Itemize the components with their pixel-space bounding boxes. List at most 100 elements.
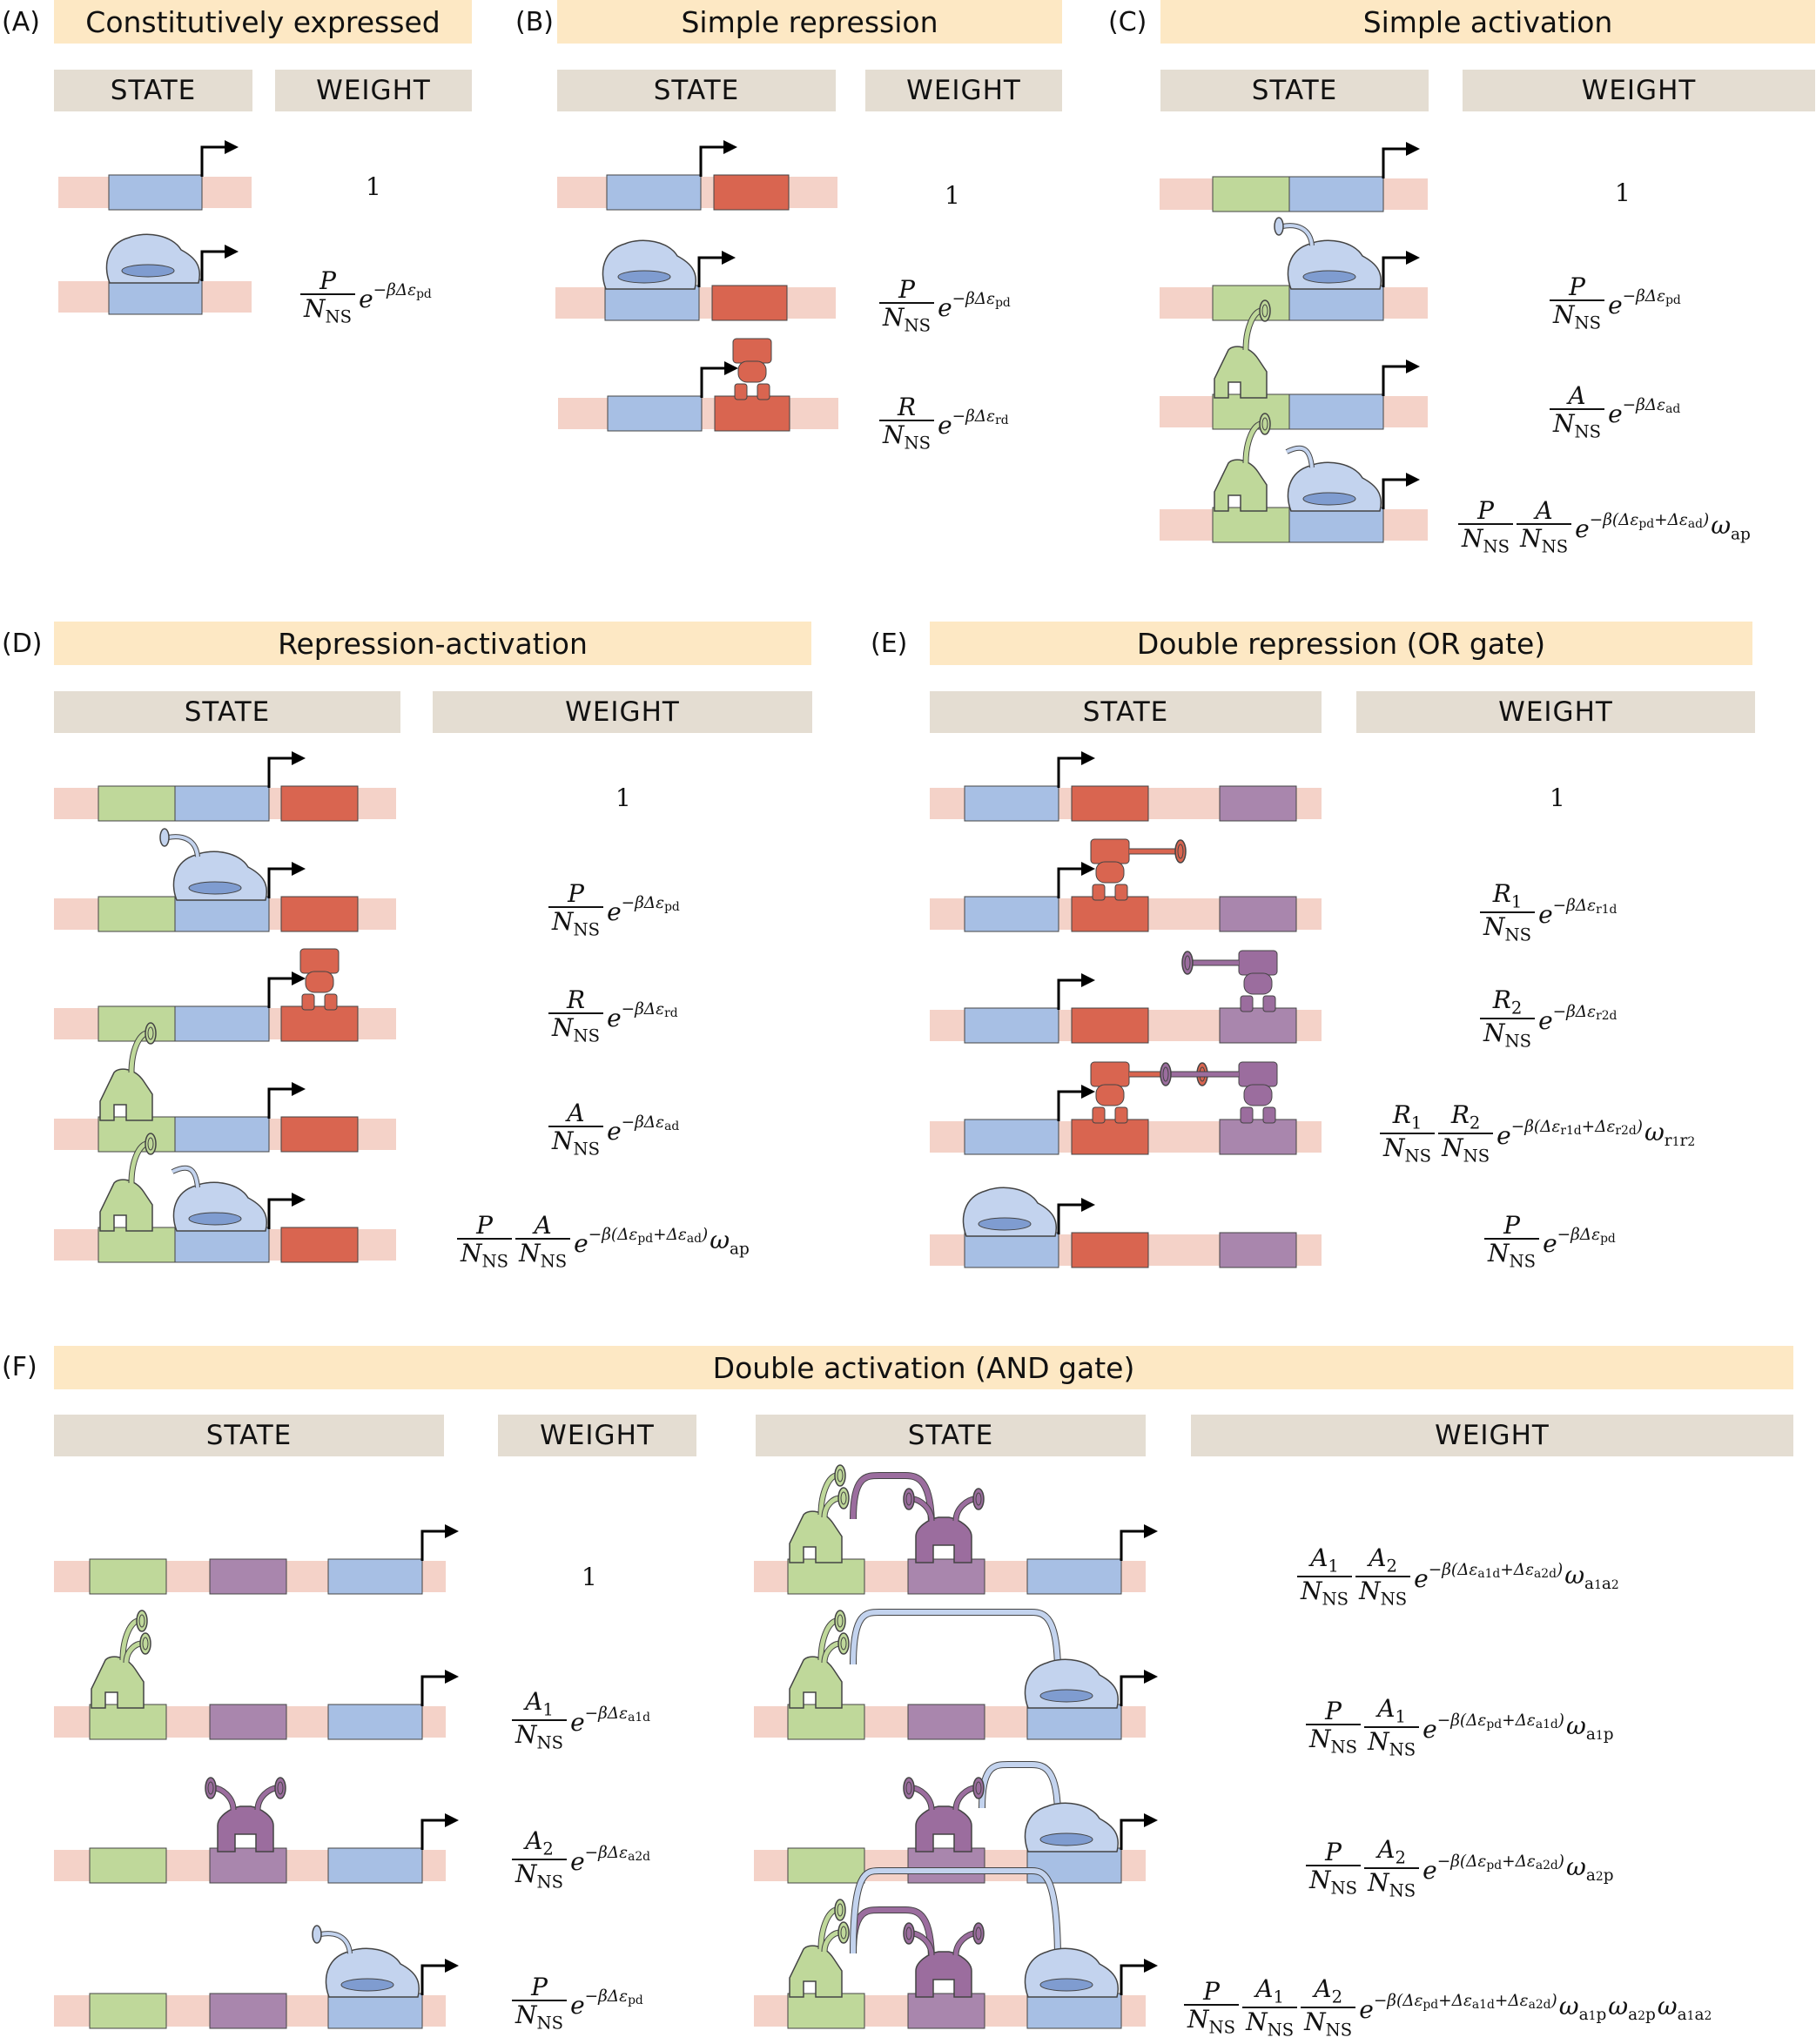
weight-e1: 1: [1550, 783, 1565, 812]
activator-site-box: [787, 1993, 865, 2029]
repressor-arm-end: [1174, 839, 1187, 864]
panel-title-c: Simple activation: [1160, 0, 1815, 44]
weight-f2: A1 NNS e−βΔεa1d: [512, 1689, 650, 1752]
weight-f5: A1 NNS A2 NNS e−β(Δεa1d+Δεa2d) ωa1a2: [1297, 1545, 1619, 1609]
promoter-arrowhead: [445, 1670, 459, 1684]
tether: [979, 1761, 1061, 1818]
repressor-site-box: [1071, 1007, 1149, 1044]
repressor-body: [1095, 861, 1125, 884]
activator-tail-fill: [822, 1641, 841, 1664]
polymerase-subunit: [1039, 1832, 1093, 1846]
activator-tail-ring: [905, 1492, 912, 1506]
promoter-box: [174, 1227, 270, 1263]
repressor-body: [305, 971, 334, 993]
polymerase-subunit: [188, 881, 242, 895]
repressor-leg: [757, 383, 770, 400]
promoter-arrowhead: [292, 751, 306, 765]
panel-label-a: (A): [2, 7, 40, 37]
activator-tail: [1242, 307, 1262, 351]
dna-strand: [754, 1850, 1146, 1881]
activator-tail: [952, 1496, 976, 1522]
dna-strand: [58, 281, 252, 313]
weight-e2: R1 NNS e−βΔεr1d: [1480, 881, 1617, 945]
rna-polymerase: [105, 233, 200, 284]
repressor-arm-ring: [1162, 1066, 1169, 1082]
polymerase-tail-fill: [319, 1932, 352, 1954]
promoter-arrowhead: [724, 361, 738, 375]
weight-header-f-right: WEIGHT: [1191, 1415, 1793, 1456]
promoter-box: [964, 1119, 1059, 1155]
promoter-box: [1026, 1847, 1122, 1884]
weight-header-c: WEIGHT: [1463, 70, 1815, 111]
polymerase-subunit: [188, 1212, 242, 1226]
activator-tail: [817, 1472, 837, 1516]
polymerase-subunit: [340, 1978, 394, 1992]
weight-c3: A NNS e−βΔεad: [1550, 383, 1680, 442]
activator-site-box: [1212, 507, 1290, 543]
weight-e4: R1 NNS R2 NNS e−β(Δεr1d+Δεr2d) ωr1r2: [1380, 1102, 1695, 1166]
second-site-box: [209, 1558, 287, 1595]
activator-tail-ring: [837, 1903, 844, 1917]
promoter-arrow: [267, 977, 295, 1008]
dna-strand: [1160, 287, 1428, 319]
promoter-arrow: [1057, 756, 1085, 788]
tether-fill: [851, 1473, 934, 1529]
dna-strand: [54, 1008, 396, 1039]
promoter-arrow: [420, 1530, 448, 1561]
activator-site-box: [89, 1847, 167, 1884]
state-header-e: STATE: [930, 691, 1322, 733]
promoter-arrow: [1120, 1964, 1147, 1995]
weight-d4: A NNS e−βΔεad: [548, 1100, 679, 1160]
second-site-box: [907, 1993, 985, 2029]
repressor-arm-end: [1196, 1062, 1208, 1086]
activator-site-box: [98, 896, 176, 932]
dna-strand: [54, 1229, 396, 1261]
activator-tail: [817, 1906, 837, 1950]
polymerase-subunit: [1302, 270, 1356, 284]
promoter-arrow: [267, 1087, 295, 1119]
promoter-arrowhead: [1081, 1085, 1095, 1099]
repressor-leg: [1262, 1106, 1276, 1124]
activator-tail-fill: [255, 1785, 278, 1811]
tether-fill: [851, 1907, 934, 1963]
activator-tail-ring: [840, 1637, 847, 1651]
polymerase-tail-fill: [167, 835, 199, 857]
promoter-arrow: [420, 1964, 448, 1995]
repressor-head: [732, 338, 772, 364]
repressor-head: [299, 948, 340, 974]
activator-tail-ring: [975, 1781, 982, 1795]
dna-strand: [54, 1561, 446, 1592]
activator-tail-fill: [124, 1641, 143, 1664]
activator-site-box: [98, 1116, 176, 1153]
dna-strand: [754, 1561, 1146, 1592]
activator-tail-ring: [905, 1926, 912, 1940]
activator-tail-fill: [818, 1907, 837, 1950]
activator-body: [1214, 346, 1268, 399]
promoter-box: [174, 1116, 270, 1153]
activator-tail-ring: [837, 1469, 844, 1483]
activator-tail: [952, 1930, 976, 1956]
promoter-arrow: [1057, 1090, 1085, 1121]
weight-d3: R NNS e−βΔεrd: [548, 987, 678, 1046]
activator-tail: [911, 1930, 935, 1956]
promoter-box: [174, 1005, 270, 1042]
activator-tail-ring: [905, 1781, 912, 1795]
polymerase-tail: [319, 1931, 353, 1954]
repressor-leg: [301, 993, 315, 1011]
weight-d2: P NNS e−βΔεpd: [548, 881, 680, 940]
polymerase-link: [1285, 445, 1315, 468]
promoter-arrowhead: [1144, 1813, 1158, 1827]
repressor-arm-end: [1181, 951, 1194, 975]
activator-site-box: [1212, 393, 1290, 430]
activator-tail-end: [903, 1777, 915, 1799]
activator-body: [915, 1805, 972, 1852]
dna-strand: [754, 1995, 1146, 2027]
activator-tail-end: [903, 1488, 915, 1510]
rna-polymerase: [1024, 1658, 1119, 1709]
dna-strand: [54, 1850, 446, 1881]
activator-tail: [817, 1617, 837, 1661]
activator-body: [99, 1068, 153, 1121]
activator-site-box: [98, 785, 176, 822]
promoter-box: [604, 285, 700, 321]
dna-strand: [54, 1995, 446, 2027]
